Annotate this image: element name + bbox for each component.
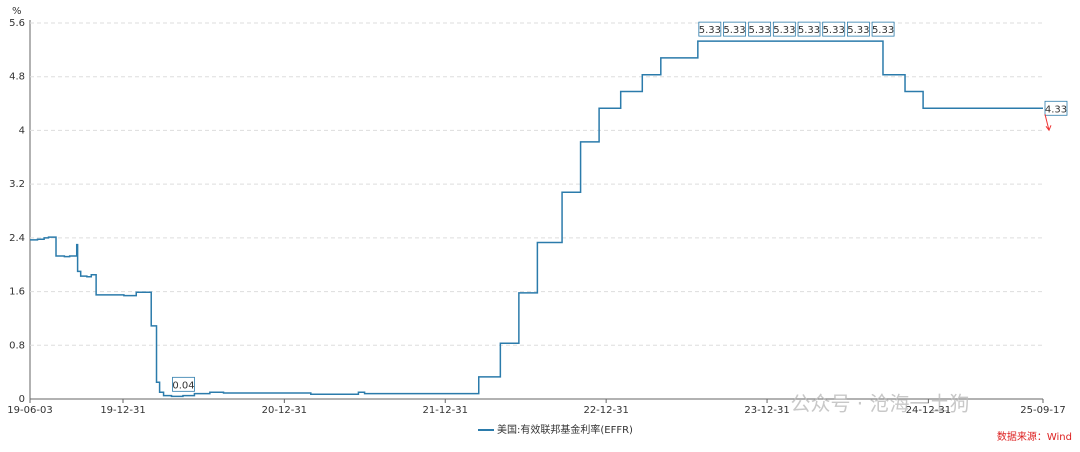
y-tick-label: 1.6: [9, 287, 25, 298]
x-tick-label: 24-12-31: [906, 405, 951, 416]
arrow: [1044, 114, 1052, 132]
y-tick-label: 0: [19, 394, 25, 405]
label-box: [797, 21, 821, 37]
annotation-label: 4.33: [1045, 104, 1067, 115]
y-tick-label: 2.4: [9, 233, 25, 244]
x-tick-label: 21-12-31: [423, 405, 468, 416]
x-tick-label: 25-09-17: [1020, 405, 1065, 416]
label-box: [748, 21, 772, 37]
annotation-label: 5.33: [749, 25, 771, 36]
label-box: [698, 21, 722, 37]
label-box: [723, 21, 746, 37]
y-tick-label: 4.8: [9, 72, 25, 83]
label-box: [772, 21, 796, 37]
annotation-label: 5.33: [872, 25, 894, 36]
annotation-label: 5.33: [723, 25, 745, 36]
x-tick-label: 23-12-31: [744, 405, 789, 416]
y-unit: %: [12, 6, 22, 17]
source: 数据来源：Wind: [997, 430, 1072, 443]
data-line: [30, 40, 1043, 398]
annotation-label: 5.33: [699, 25, 721, 36]
annotation-label: 0.04: [172, 380, 194, 391]
x-tick-label: 19-06-03: [7, 405, 52, 416]
y-tick-label: 0.8: [9, 340, 25, 351]
annotation-label: 5.33: [773, 25, 795, 36]
legend-label: 美国:有效联邦基金利率(EFFR): [497, 423, 633, 436]
y-tick-label: 5.6: [9, 18, 25, 29]
label-box: [1044, 100, 1068, 116]
x-tick-label: 19-12-31: [100, 405, 145, 416]
annotation-label: 5.33: [798, 25, 820, 36]
y-tick-label: 3.2: [9, 179, 25, 190]
y-tick-label: 4: [19, 125, 25, 136]
annotation-label: 5.33: [823, 25, 845, 36]
label-box: [871, 21, 895, 37]
watermark: 公众号 · 沧海一土狗: [790, 392, 969, 416]
annotation-label: 5.33: [847, 25, 869, 36]
label-box: [822, 21, 846, 37]
x-tick-label: 20-12-31: [262, 405, 307, 416]
label-box: [172, 376, 195, 392]
x-tick-label: 22-12-31: [583, 405, 628, 416]
label-box: [846, 21, 870, 37]
